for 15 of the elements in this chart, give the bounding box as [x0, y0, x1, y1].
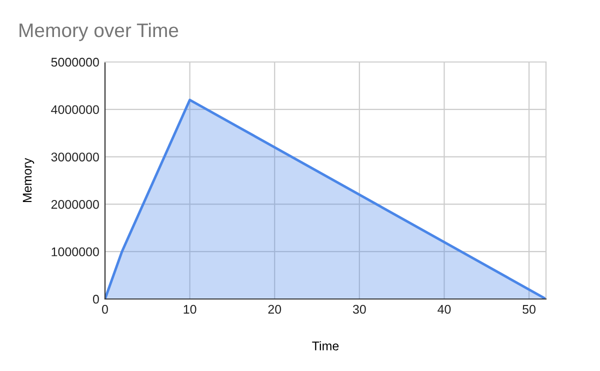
x-tick-label: 50	[522, 304, 536, 314]
x-axis-title: Time	[312, 341, 339, 350]
x-tick-label: 20	[268, 304, 282, 314]
y-tick-label: 5000000	[51, 58, 99, 67]
y-tick-label: 0	[92, 294, 99, 304]
x-tick-label: 10	[184, 304, 196, 314]
x-tick-label: 30	[352, 304, 366, 314]
y-axis-title: Memory	[22, 158, 34, 202]
y-tick-label: 4000000	[51, 105, 99, 114]
chart-title: Memory over Time	[20, 22, 178, 42]
y-tick-label: 1000000	[52, 247, 99, 256]
x-tick-label: 0	[102, 304, 108, 314]
x-tick-label: 40	[438, 304, 451, 314]
y-tick-label: 3000000	[51, 152, 99, 162]
y-tick-label: 2000000	[51, 200, 99, 209]
